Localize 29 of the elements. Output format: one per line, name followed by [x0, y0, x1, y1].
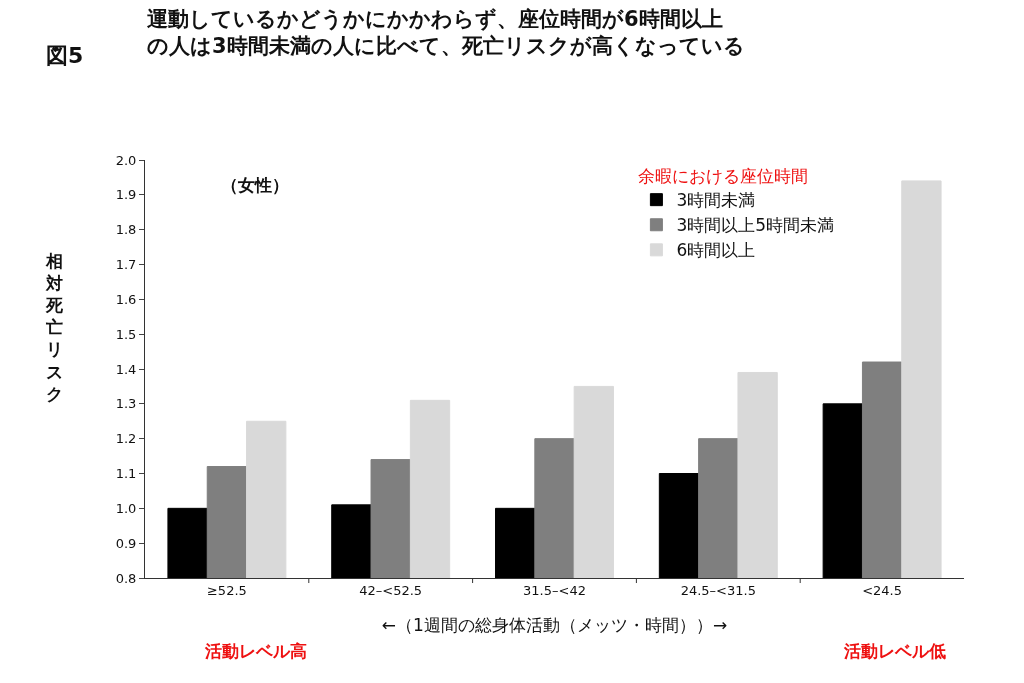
x-tick-label: 42–<52.5	[359, 582, 423, 598]
y-axis-title: 相対死亡リスク	[45, 251, 64, 404]
y-tick-label: 1.9	[115, 187, 137, 203]
x-tick-label: ≥52.5	[206, 582, 247, 598]
text: 活動レベル高	[204, 641, 307, 661]
y-tick-label: 0.9	[115, 535, 137, 551]
y-tick-label: 0.8	[115, 570, 137, 586]
legend-label: 3時間以上5時間未満	[676, 215, 835, 236]
text: 活動レベル低	[843, 641, 946, 661]
y-tick-label: 1.8	[115, 222, 137, 238]
y-tick-label: 1.3	[115, 396, 137, 412]
legend-label: 6時間以上	[676, 240, 756, 261]
x-axis-title: ←（1週間の総身体活動（メッツ・時間））→	[381, 615, 728, 635]
chart-subtitle: 運動しているかどうかにかかわらず、座位時間が6時間以上の人は3時間未満の人に比べて、死亡リスクが高くなっている	[147, 7, 745, 59]
y-tick-label: 1.1	[115, 466, 137, 482]
chart-title: 図5	[46, 43, 84, 69]
y-tick-label: 1.4	[115, 361, 137, 377]
x-tick-label: 31.5–<42	[523, 582, 586, 598]
legend-label: 3時間未満	[676, 190, 756, 211]
y-tick-label: 1.2	[115, 431, 137, 447]
y-tick-label: 2.0	[115, 152, 137, 168]
y-tick-label: 1.0	[115, 500, 137, 516]
annotation: （女性）	[221, 175, 289, 195]
y-tick-label: 1.7	[115, 257, 137, 273]
legend-title: 余暇における座位時間	[638, 166, 809, 187]
y-tick-label: 1.6	[115, 291, 137, 307]
x-tick-label: 24.5–<31.5	[680, 582, 756, 598]
y-tick-label: 1.5	[115, 326, 137, 342]
x-tick-label: <24.5	[862, 582, 903, 598]
